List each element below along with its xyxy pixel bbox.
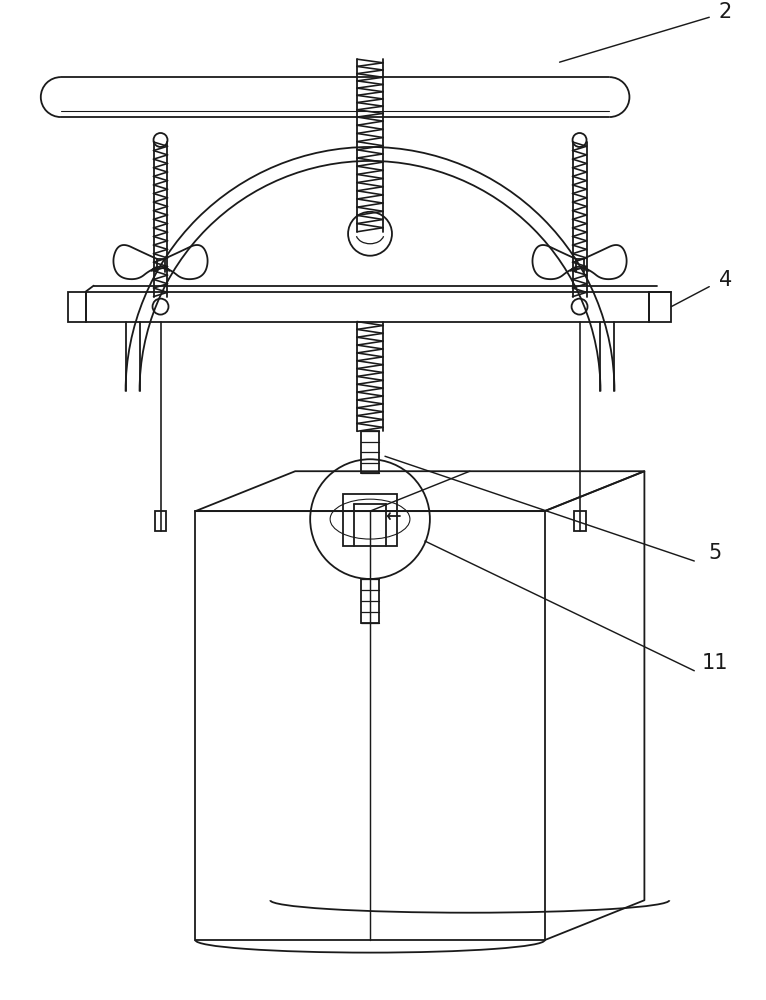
Text: 2: 2 bbox=[719, 2, 732, 22]
Bar bbox=[361, 579, 379, 623]
Text: 5: 5 bbox=[709, 543, 722, 563]
Bar bbox=[67, 292, 86, 322]
Bar bbox=[574, 511, 585, 531]
Bar bbox=[86, 292, 650, 322]
Text: 4: 4 bbox=[719, 270, 732, 290]
Bar bbox=[342, 494, 398, 546]
Text: 11: 11 bbox=[702, 653, 728, 673]
Bar bbox=[155, 511, 166, 531]
Bar bbox=[195, 511, 545, 940]
Bar bbox=[650, 292, 671, 322]
Bar bbox=[361, 431, 379, 473]
